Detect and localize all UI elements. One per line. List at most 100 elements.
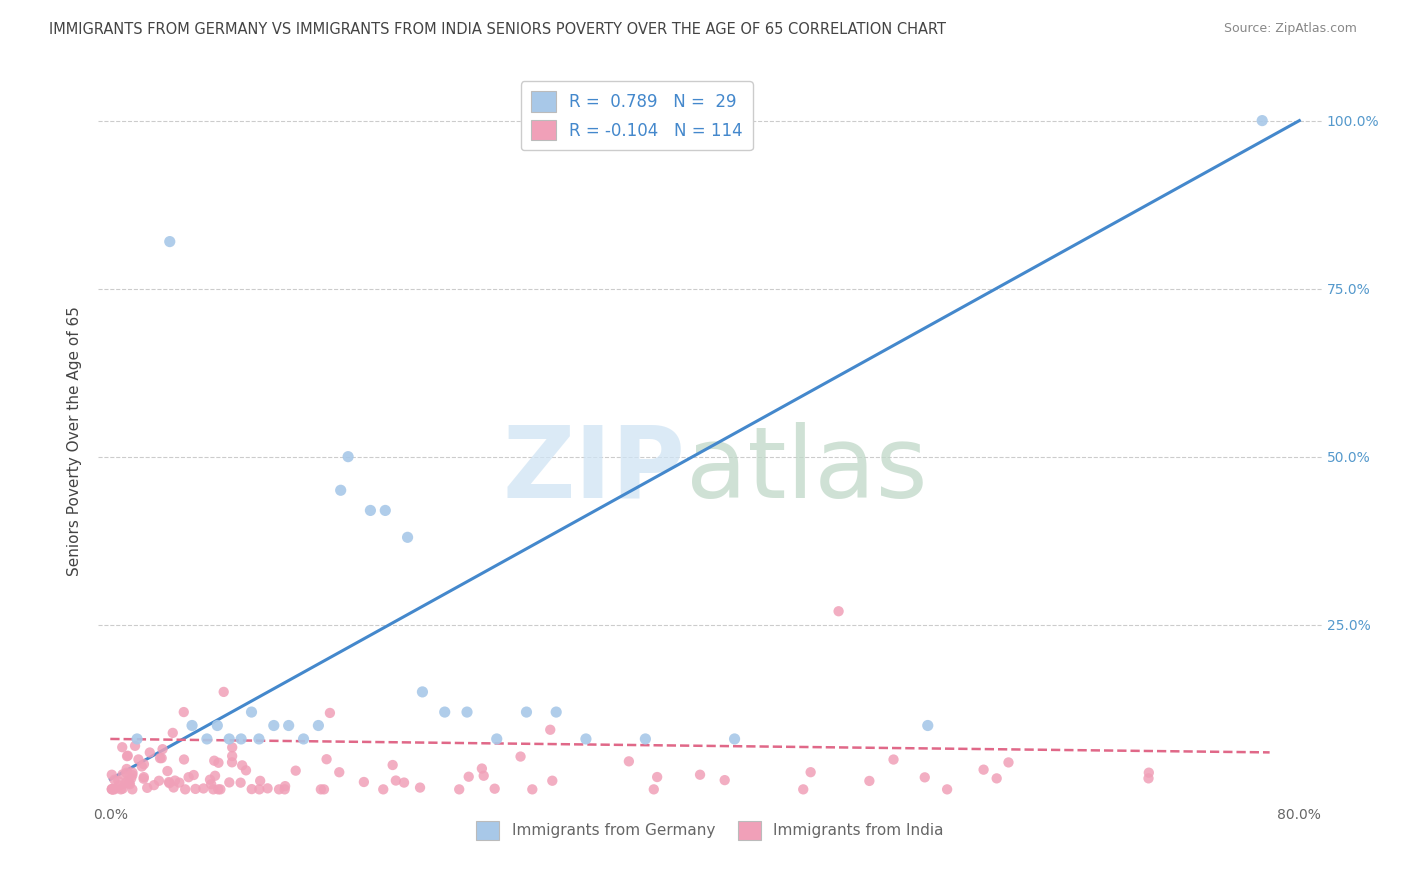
Point — [115, 749, 138, 764]
Point — [643, 782, 665, 797]
Point — [184, 781, 207, 796]
Point — [121, 782, 143, 797]
Point — [256, 781, 278, 796]
Point — [936, 782, 959, 797]
Point — [177, 770, 200, 784]
Point — [973, 763, 995, 777]
Point — [173, 752, 195, 766]
Point — [411, 685, 433, 699]
Point — [218, 731, 240, 746]
Point — [148, 773, 170, 788]
Point — [645, 770, 668, 784]
Text: atlas: atlas — [686, 422, 927, 519]
Point — [240, 705, 263, 719]
Point — [509, 749, 531, 764]
Point — [1137, 772, 1160, 786]
Point — [132, 770, 155, 784]
Point — [247, 782, 270, 797]
Point — [800, 765, 823, 780]
Point — [162, 780, 184, 795]
Point — [207, 782, 229, 797]
Point — [689, 768, 711, 782]
Point — [111, 740, 134, 755]
Point — [152, 742, 174, 756]
Point — [409, 780, 432, 795]
Point — [157, 776, 180, 790]
Point — [150, 751, 173, 765]
Point — [858, 773, 880, 788]
Point — [103, 772, 125, 787]
Point — [118, 776, 141, 790]
Text: IMMIGRANTS FROM GERMANY VS IMMIGRANTS FROM INDIA SENIORS POVERTY OVER THE AGE OF: IMMIGRANTS FROM GERMANY VS IMMIGRANTS FR… — [49, 22, 946, 37]
Text: Source: ZipAtlas.com: Source: ZipAtlas.com — [1223, 22, 1357, 36]
Point — [127, 752, 149, 766]
Point — [200, 777, 222, 791]
Point — [456, 705, 478, 719]
Point — [121, 765, 143, 780]
Point — [515, 705, 537, 719]
Point — [917, 718, 939, 732]
Point — [218, 775, 240, 789]
Point — [484, 781, 506, 796]
Point — [986, 772, 1008, 786]
Point — [249, 773, 271, 788]
Point — [115, 762, 138, 776]
Point — [118, 777, 141, 791]
Point — [101, 782, 124, 797]
Point — [131, 759, 153, 773]
Point — [284, 764, 307, 778]
Point — [193, 781, 215, 796]
Point — [101, 782, 124, 797]
Point — [174, 782, 197, 797]
Point — [883, 752, 905, 766]
Point — [132, 757, 155, 772]
Point — [229, 775, 252, 789]
Point — [267, 782, 290, 797]
Point — [235, 764, 257, 778]
Point — [449, 782, 471, 797]
Point — [136, 780, 159, 795]
Point — [101, 782, 124, 797]
Point — [163, 773, 186, 788]
Point — [117, 773, 139, 788]
Y-axis label: Seniors Poverty Over the Age of 65: Seniors Poverty Over the Age of 65 — [67, 307, 83, 576]
Point — [195, 731, 218, 746]
Point — [231, 758, 253, 772]
Point — [471, 762, 494, 776]
Point — [162, 726, 184, 740]
Point — [263, 718, 285, 732]
Point — [373, 782, 395, 797]
Point — [472, 769, 495, 783]
Point — [212, 685, 235, 699]
Point — [617, 755, 640, 769]
Text: ZIP: ZIP — [503, 422, 686, 519]
Point — [273, 782, 295, 797]
Point — [124, 739, 146, 753]
Point — [103, 782, 125, 797]
Point — [914, 770, 936, 784]
Point — [329, 483, 352, 498]
Point — [1137, 765, 1160, 780]
Point — [132, 772, 155, 786]
Point — [115, 765, 138, 780]
Point — [634, 731, 657, 746]
Point — [120, 772, 142, 786]
Point — [107, 774, 129, 789]
Point — [457, 770, 479, 784]
Point — [169, 775, 191, 789]
Point — [713, 773, 735, 788]
Point — [538, 723, 561, 737]
Point — [139, 746, 162, 760]
Point — [353, 775, 375, 789]
Point — [385, 773, 408, 788]
Point — [485, 731, 508, 746]
Point — [240, 782, 263, 797]
Point — [319, 706, 342, 720]
Point — [173, 705, 195, 719]
Point — [183, 768, 205, 782]
Point — [433, 705, 456, 719]
Point — [125, 731, 148, 746]
Point — [156, 764, 179, 778]
Point — [997, 756, 1019, 770]
Point — [159, 235, 181, 249]
